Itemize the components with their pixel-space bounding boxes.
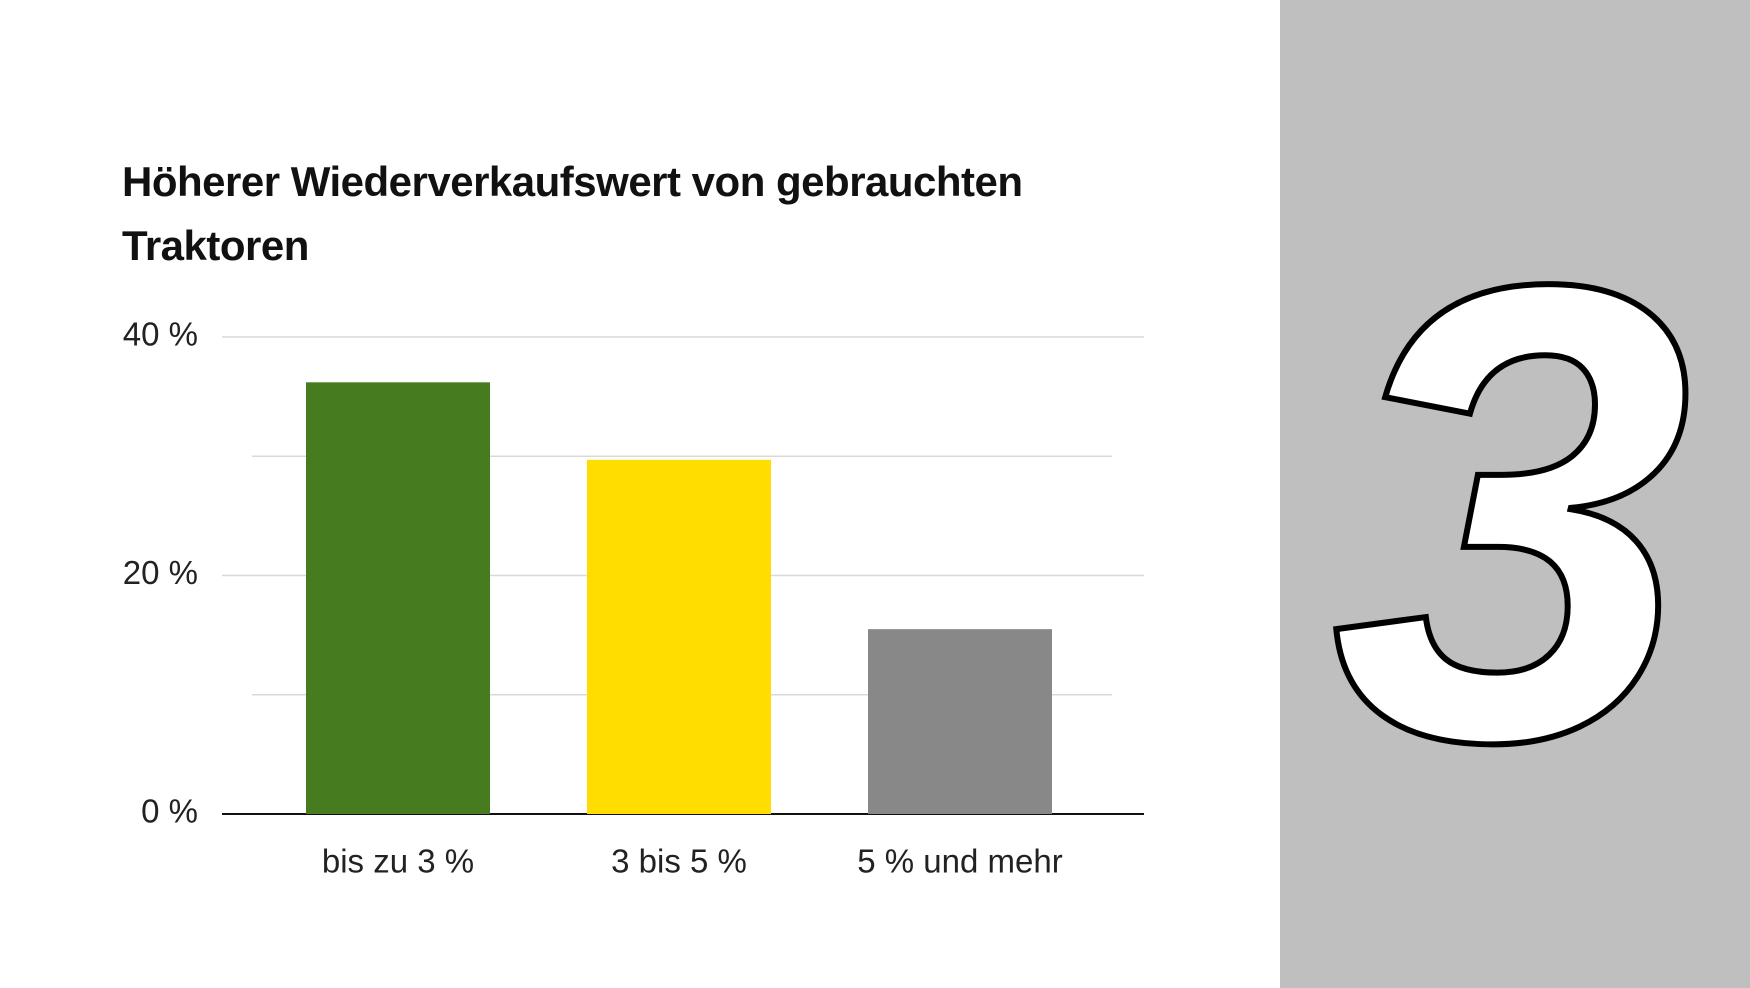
side-panel (1280, 0, 1750, 988)
y-tick-label: 40 % (123, 316, 198, 353)
y-tick-label: 0 % (141, 793, 198, 830)
x-tick-label: 5 % und mehr (857, 843, 1062, 880)
bar (306, 382, 490, 814)
bar (868, 629, 1052, 814)
x-tick-label: 3 bis 5 % (611, 843, 747, 880)
chart-title: Höherer Wiederverkaufswert von gebraucht… (122, 158, 1023, 269)
x-tick-label: bis zu 3 % (322, 843, 474, 880)
bar (587, 459, 771, 814)
badge-number: 3 (1331, 150, 1693, 876)
y-tick-label: 20 % (123, 554, 198, 591)
